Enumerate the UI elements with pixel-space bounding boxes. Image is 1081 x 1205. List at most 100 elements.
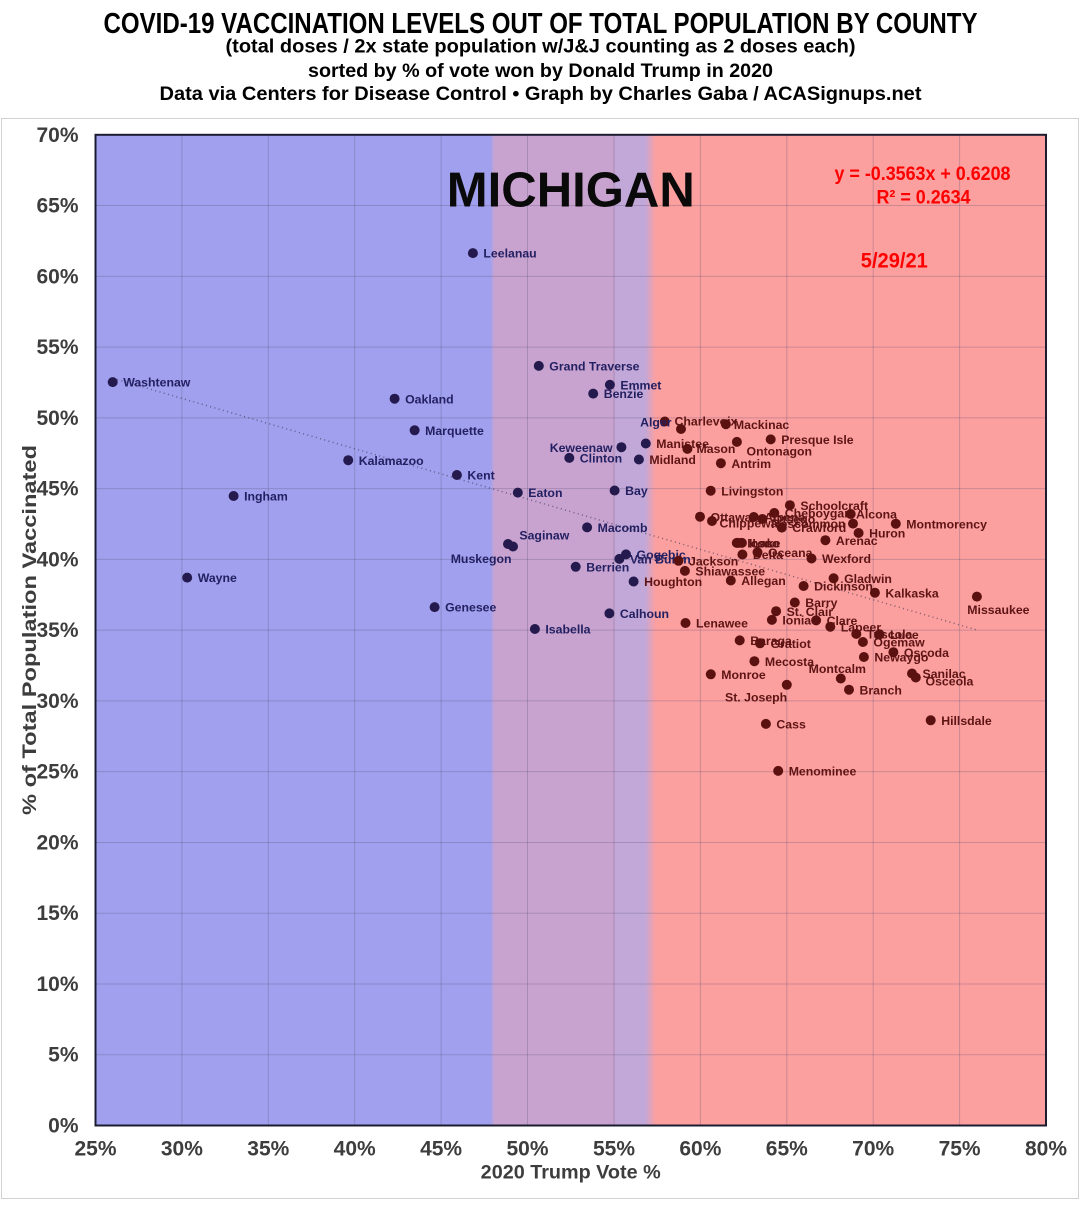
svg-text:Wayne: Wayne <box>198 571 237 585</box>
svg-text:Genesee: Genesee <box>445 601 496 615</box>
svg-text:Grand Traverse: Grand Traverse <box>549 360 639 374</box>
svg-text:55%: 55% <box>36 336 78 359</box>
svg-text:Shiawassee: Shiawassee <box>695 565 765 579</box>
svg-text:Branch: Branch <box>860 683 902 697</box>
svg-text:Newaygo: Newaygo <box>874 651 928 665</box>
svg-text:Kalkaska: Kalkaska <box>885 586 938 600</box>
svg-text:Alcona: Alcona <box>856 508 897 522</box>
svg-text:Iosco: Iosco <box>747 537 780 551</box>
svg-text:Sanilac: Sanilac <box>923 667 966 681</box>
svg-text:60%: 60% <box>679 1138 721 1161</box>
svg-text:Barry: Barry <box>805 596 837 610</box>
svg-text:Clinton: Clinton <box>580 452 622 466</box>
svg-text:Lake: Lake <box>752 537 780 551</box>
svg-text:sorted by % of vote won by Don: sorted by % of vote won by Donald Trump … <box>308 61 773 82</box>
svg-text:Calhoun: Calhoun <box>620 607 669 621</box>
svg-text:15%: 15% <box>36 902 78 925</box>
svg-text:Dickinson: Dickinson <box>814 580 873 594</box>
svg-text:Benzie: Benzie <box>604 387 644 401</box>
svg-text:COVID-19 VACCINATION LEVELS OU: COVID-19 VACCINATION LEVELS OUT OF TOTAL… <box>104 8 978 40</box>
svg-text:Wexford: Wexford <box>822 552 871 566</box>
svg-text:Osceola: Osceola <box>926 674 974 688</box>
svg-text:Roscommon: Roscommon <box>771 517 845 531</box>
svg-text:Kalamazoo: Kalamazoo <box>359 454 424 468</box>
svg-text:Arenac: Arenac <box>836 534 878 548</box>
svg-text:Oscoda: Oscoda <box>904 646 949 660</box>
svg-text:MICHIGAN: MICHIGAN <box>447 164 695 218</box>
svg-text:Allegan: Allegan <box>741 574 785 588</box>
svg-text:Luce: Luce <box>890 628 919 642</box>
svg-text:Manistee: Manistee <box>656 437 709 451</box>
svg-text:5%: 5% <box>48 1044 79 1067</box>
svg-text:Huron: Huron <box>869 527 905 541</box>
svg-text:Presque Isle: Presque Isle <box>781 433 854 447</box>
svg-text:70%: 70% <box>36 124 78 147</box>
svg-text:Livingston: Livingston <box>721 484 783 498</box>
svg-text:Missaukee: Missaukee <box>967 603 1029 617</box>
svg-text:30%: 30% <box>161 1138 203 1161</box>
svg-text:Gladwin: Gladwin <box>844 572 892 586</box>
svg-text:Isabella: Isabella <box>545 623 590 637</box>
svg-text:Oakland: Oakland <box>405 392 454 406</box>
svg-text:Ontonagon: Ontonagon <box>747 445 813 459</box>
svg-text:Alpena: Alpena <box>764 511 805 525</box>
svg-text:Jackson: Jackson <box>689 554 738 568</box>
svg-text:10%: 10% <box>36 973 78 996</box>
svg-text:35%: 35% <box>247 1138 289 1161</box>
svg-text:0%: 0% <box>48 1115 79 1138</box>
svg-text:65%: 65% <box>766 1138 808 1161</box>
svg-text:40%: 40% <box>334 1138 376 1161</box>
svg-text:Oceana: Oceana <box>768 546 813 560</box>
svg-text:Ottawa: Ottawa <box>711 510 752 524</box>
svg-text:Monroe: Monroe <box>721 668 766 682</box>
svg-text:R² = 0.2634: R² = 0.2634 <box>877 187 971 208</box>
svg-text:Houghton: Houghton <box>644 575 702 589</box>
svg-text:Iron: Iron <box>749 537 772 551</box>
svg-text:45%: 45% <box>420 1138 462 1161</box>
svg-text:Antrim: Antrim <box>731 457 771 471</box>
svg-text:Lenawee: Lenawee <box>696 617 748 631</box>
svg-text:Washtenaw: Washtenaw <box>123 376 191 390</box>
svg-text:Montmorency: Montmorency <box>906 517 987 531</box>
svg-text:Hillsdale: Hillsdale <box>941 714 992 728</box>
svg-text:50%: 50% <box>506 1138 548 1161</box>
svg-text:Marquette: Marquette <box>425 424 484 438</box>
svg-text:35%: 35% <box>36 619 78 642</box>
svg-text:(total doses / 2x state popula: (total doses / 2x state population w/J&J… <box>226 37 856 58</box>
svg-text:Ingham: Ingham <box>244 490 288 504</box>
svg-text:Kent: Kent <box>467 469 494 483</box>
svg-text:Crawford: Crawford <box>792 521 846 535</box>
svg-text:Mason: Mason <box>697 442 736 456</box>
svg-text:Emmet: Emmet <box>620 378 661 392</box>
svg-text:2020 Trump Vote %: 2020 Trump Vote % <box>481 1162 661 1183</box>
svg-text:Ogemaw: Ogemaw <box>873 636 925 650</box>
svg-text:50%: 50% <box>36 407 78 430</box>
svg-text:Saginaw: Saginaw <box>519 529 569 543</box>
svg-text:y = -0.3563x + 0.6208: y = -0.3563x + 0.6208 <box>835 164 1011 185</box>
svg-text:Ionia: Ionia <box>782 614 811 628</box>
svg-text:Leelanau: Leelanau <box>483 247 536 261</box>
svg-text:Cheboygan: Cheboygan <box>785 507 852 521</box>
svg-text:25%: 25% <box>74 1138 116 1161</box>
svg-text:Macomb: Macomb <box>598 521 648 535</box>
svg-text:20%: 20% <box>36 831 78 854</box>
svg-text:Montcalm: Montcalm <box>809 662 866 676</box>
svg-text:Mecosta: Mecosta <box>765 655 814 669</box>
svg-text:Eaton: Eaton <box>528 486 562 500</box>
svg-text:Menominee: Menominee <box>789 765 857 779</box>
svg-text:Bay: Bay <box>625 484 648 498</box>
svg-text:75%: 75% <box>939 1138 981 1161</box>
svg-text:80%: 80% <box>1025 1138 1067 1161</box>
svg-text:Mackinac: Mackinac <box>734 418 790 432</box>
svg-text:St. Clair: St. Clair <box>787 605 834 619</box>
svg-text:25%: 25% <box>36 761 78 784</box>
svg-text:Cass: Cass <box>776 718 806 732</box>
svg-text:45%: 45% <box>36 478 78 501</box>
svg-text:60%: 60% <box>36 265 78 288</box>
svg-text:Alger: Alger <box>640 416 672 430</box>
svg-text:70%: 70% <box>852 1138 894 1161</box>
svg-text:% of Total Population Vaccinat: % of Total Population Vaccinated <box>20 445 41 815</box>
svg-text:65%: 65% <box>36 195 78 218</box>
svg-text:5/29/21: 5/29/21 <box>861 250 928 273</box>
svg-text:Midland: Midland <box>649 453 695 467</box>
